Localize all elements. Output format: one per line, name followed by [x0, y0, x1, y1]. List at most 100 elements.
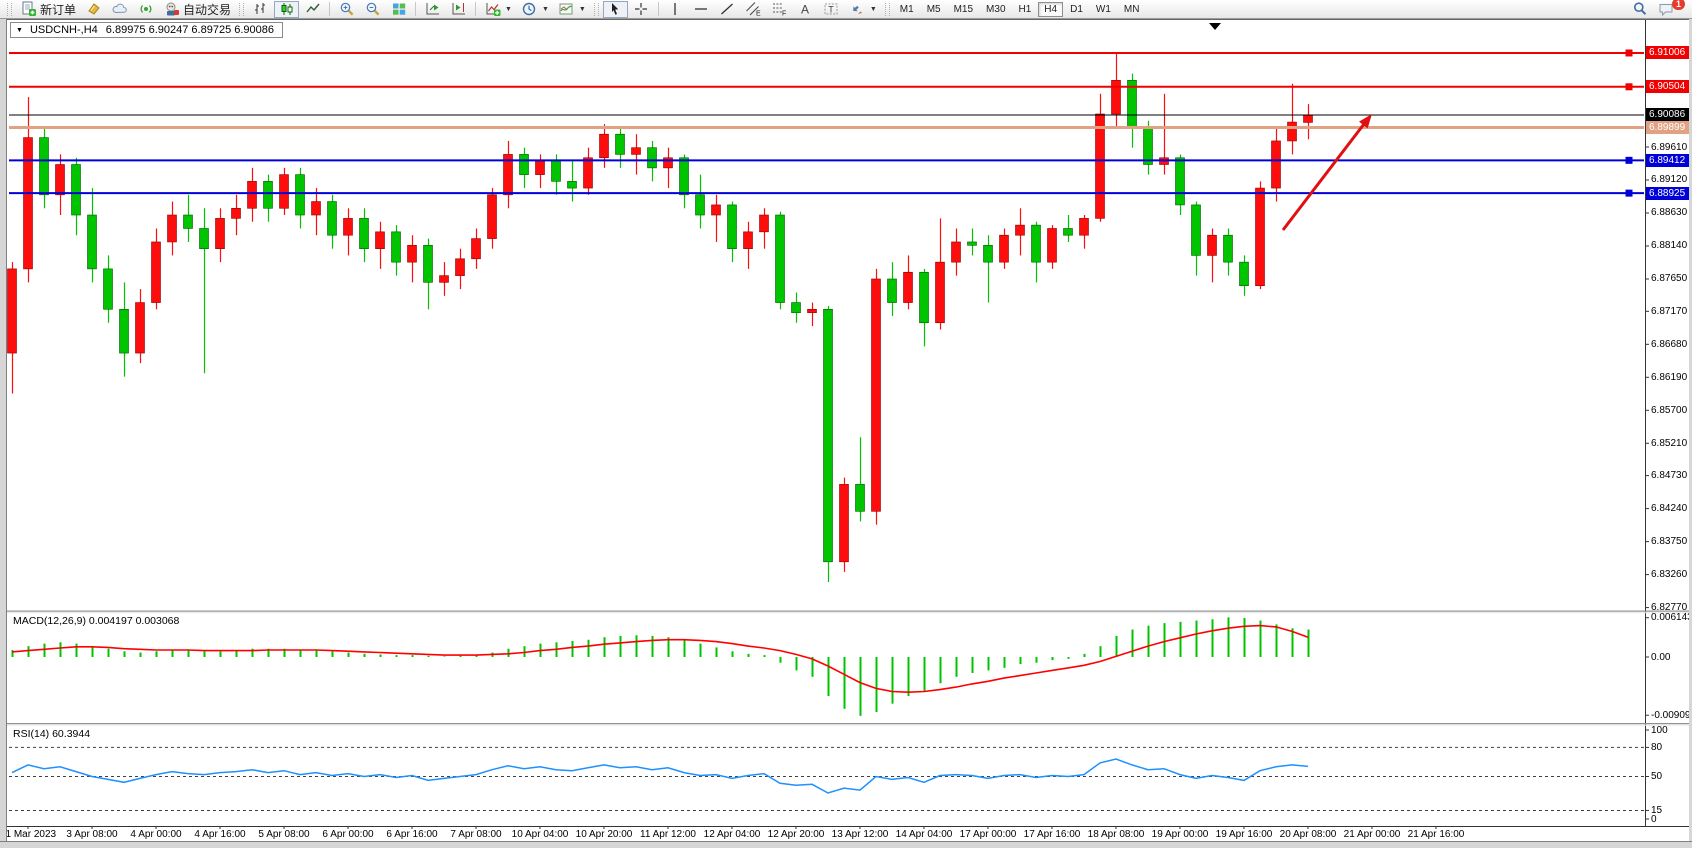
window-right-edge: [1689, 19, 1692, 841]
candle-body: [855, 484, 865, 512]
timeframe-M15[interactable]: M15: [948, 2, 979, 17]
candle-body: [39, 137, 49, 196]
timeframe-H4[interactable]: H4: [1038, 1, 1064, 17]
candle-body: [1047, 228, 1057, 263]
candle-body: [391, 231, 401, 263]
window-left-edge: [0, 19, 7, 841]
svg-text:T: T: [829, 5, 835, 15]
chat-button[interactable]: [1653, 1, 1678, 18]
vertical-line-tool-button[interactable]: [663, 1, 688, 18]
zoom-in-button[interactable]: [334, 1, 359, 18]
candle-body: [727, 204, 737, 249]
line-chart-button[interactable]: [300, 1, 325, 18]
candle-body: [775, 214, 785, 303]
auto-trading-icon: [163, 1, 180, 17]
candle-body: [199, 228, 209, 249]
arrows-tool-button[interactable]: ▼: [845, 1, 881, 18]
bar-chart-icon: [252, 1, 269, 17]
mql5-community-button[interactable]: [81, 1, 106, 18]
toolbar-separator: [475, 2, 477, 16]
toolbar-separator: [657, 2, 659, 16]
toolbar-grip[interactable]: [593, 2, 599, 16]
auto-trading-button[interactable]: 自动交易: [159, 1, 235, 18]
crosshair-button[interactable]: [629, 1, 654, 18]
trendline-icon: [719, 1, 736, 17]
candle-body: [247, 181, 257, 209]
channel-tool-button[interactable]: E: [741, 1, 766, 18]
candle-body: [1255, 187, 1265, 287]
candle-body: [7, 268, 17, 354]
timeframe-W1[interactable]: W1: [1090, 2, 1117, 17]
timeframe-M1[interactable]: M1: [894, 2, 920, 17]
zoom-out-button[interactable]: [360, 1, 385, 18]
periods-button[interactable]: ▼: [517, 1, 553, 18]
candle-body: [759, 214, 769, 233]
tile-windows-icon: [390, 1, 407, 17]
templates-button[interactable]: ▼: [554, 1, 590, 18]
new-order-label: 新订单: [40, 2, 77, 17]
candle-body: [695, 194, 705, 216]
new-order-icon: [20, 1, 37, 17]
candle-body: [567, 181, 577, 189]
zoom-in-icon: [338, 1, 355, 17]
candle-body: [343, 218, 353, 236]
trend-arrow-line: [1281, 123, 1366, 231]
new-order-button[interactable]: 新订单: [16, 1, 80, 18]
toolbar-grip[interactable]: [239, 2, 245, 16]
candle-body: [215, 218, 225, 249]
timeframe-H1[interactable]: H1: [1013, 2, 1038, 17]
window-bottom-edge: [0, 841, 1692, 848]
chart-symbol-period: USDCNH-,H4: [29, 24, 98, 36]
panel-separator-rsi[interactable]: [0, 721, 1692, 726]
cursor-button[interactable]: [602, 0, 628, 18]
vertical-line-icon: [667, 1, 684, 17]
add-indicator-icon: [484, 1, 501, 17]
horizontal-line-tool-button[interactable]: [689, 1, 714, 18]
price-line-marker: [1625, 83, 1633, 91]
candle-body: [1111, 80, 1121, 115]
time-axis[interactable]: [8, 827, 1646, 841]
candle-body: [951, 241, 961, 263]
candle-body: [839, 484, 849, 563]
price-axis[interactable]: [1646, 20, 1692, 826]
auto-scroll-button[interactable]: [420, 1, 445, 18]
candlestick-chart-button[interactable]: [274, 0, 300, 18]
timeframe-M30[interactable]: M30: [980, 2, 1011, 17]
toolbar-grip[interactable]: [7, 2, 12, 16]
cloud-button[interactable]: [107, 1, 132, 18]
search-button[interactable]: [1627, 1, 1652, 18]
add-indicator-button[interactable]: ▼: [480, 1, 516, 18]
search-icon: [1631, 1, 1648, 17]
candle-body: [999, 234, 1009, 263]
one-click-trading-toggle-icon[interactable]: ▼: [16, 26, 23, 34]
toolbar-grip[interactable]: [884, 2, 890, 16]
timeframe-D1[interactable]: D1: [1064, 2, 1089, 17]
notification-badge[interactable]: 1: [1671, 0, 1685, 10]
candle-body: [135, 302, 145, 354]
panel-separator-macd[interactable]: [0, 609, 1692, 614]
timeframe-M5[interactable]: M5: [921, 2, 947, 17]
rsi-line: [11, 758, 1309, 794]
fibonacci-tool-button[interactable]: F: [767, 1, 792, 18]
auto-scroll-icon: [424, 1, 441, 17]
signals-button[interactable]: [133, 1, 158, 18]
candle-body: [23, 137, 33, 270]
bar-chart-button[interactable]: [248, 1, 273, 18]
candle-body: [1207, 234, 1217, 256]
tile-windows-button[interactable]: [386, 1, 411, 18]
candle-body: [935, 261, 945, 324]
text-label-tool-button[interactable]: T: [819, 1, 844, 18]
candle-body: [823, 308, 833, 563]
candle-body: [1031, 224, 1041, 263]
candle-body: [71, 164, 81, 216]
text-tool-button[interactable]: A: [793, 1, 818, 18]
candle-body: [263, 181, 273, 209]
candle-body: [1191, 204, 1201, 256]
candle-body: [919, 271, 929, 324]
chart-shift-button[interactable]: [446, 1, 471, 18]
trendline-tool-button[interactable]: [715, 1, 740, 18]
mql5-community-icon: [85, 1, 102, 17]
timeframe-MN[interactable]: MN: [1118, 2, 1146, 17]
candle-body: [663, 157, 673, 169]
